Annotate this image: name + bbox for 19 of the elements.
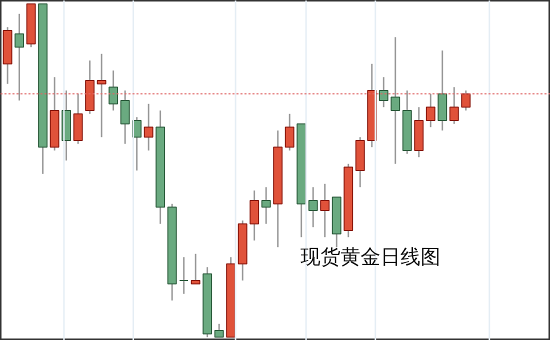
candlestick (14, 13, 24, 102)
candlestick (320, 183, 330, 238)
candlestick (96, 53, 106, 138)
candlestick (179, 256, 189, 295)
candlestick (144, 103, 154, 152)
candlestick (214, 323, 224, 338)
candlestick (390, 36, 400, 165)
candlestick (250, 190, 260, 242)
candlestick (449, 86, 459, 125)
candlestick (378, 76, 388, 108)
candlestick (426, 93, 436, 128)
candlestick (261, 186, 271, 225)
candlestick (284, 113, 294, 152)
candlestick (120, 90, 130, 145)
text: 现货黄金日线图 (300, 244, 440, 268)
candlestick (190, 253, 200, 285)
candlestick (108, 70, 118, 112)
candlestick (461, 90, 471, 112)
candlestick (308, 186, 318, 228)
